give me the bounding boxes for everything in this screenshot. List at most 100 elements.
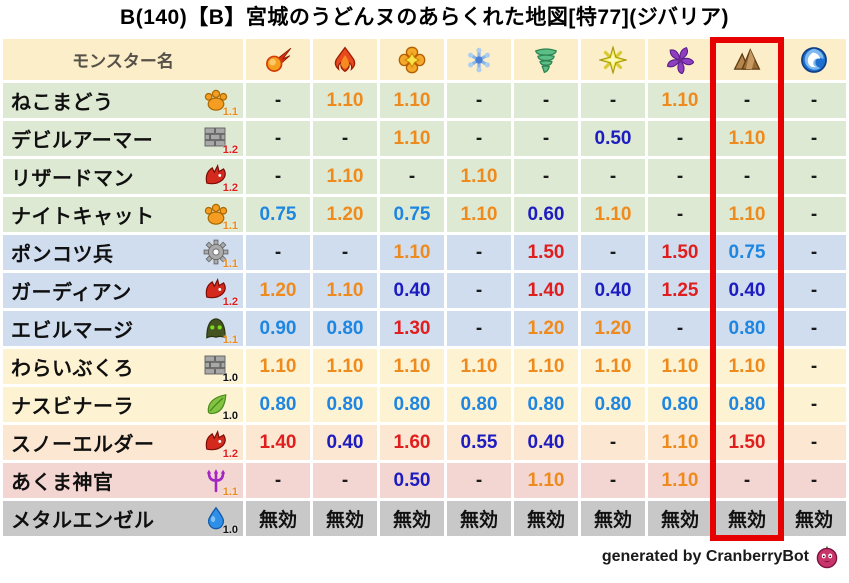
resistance-value-cell: 1.10 xyxy=(514,463,578,498)
resistance-value-cell: 無効 xyxy=(246,501,310,536)
trident-icon: 1.1 xyxy=(203,466,238,498)
resistance-value-cell: - xyxy=(715,159,779,194)
resistance-value-cell: - xyxy=(246,463,310,498)
resistance-value-cell: - xyxy=(380,159,444,194)
gear-icon: 1.1 xyxy=(203,238,238,270)
resistance-value-cell: 0.40 xyxy=(514,425,578,460)
family-multiplier: 1.0 xyxy=(222,523,238,536)
resistance-value-cell: - xyxy=(782,83,846,118)
resistance-value-cell: 1.10 xyxy=(514,349,578,384)
fireball-icon xyxy=(246,46,310,74)
resistance-value-cell: 1.20 xyxy=(246,273,310,308)
monster-name-cell: ナイトキャット 1.1 xyxy=(3,197,243,232)
resistance-value-cell: 0.40 xyxy=(581,273,645,308)
resistance-value-cell: - xyxy=(447,311,511,346)
family-multiplier: 1.1 xyxy=(222,333,238,346)
resistance-value-cell: - xyxy=(782,235,846,270)
monster-name: わらいぶくろ xyxy=(11,358,134,380)
resistance-value-cell: 無効 xyxy=(514,501,578,536)
table-row: デビルアーマー 1.2- -1.10- -0.50-1.10- xyxy=(3,121,846,156)
family-multiplier: 1.1 xyxy=(222,257,238,270)
resistance-value-cell: - xyxy=(782,121,846,156)
resistance-value-cell: 1.10 xyxy=(380,235,444,270)
resistance-value-cell: - xyxy=(782,273,846,308)
resistance-value-cell: 無効 xyxy=(380,501,444,536)
page-title: B(140)【B】宮城のうどんヌのあらくれた地図[特77](ジバリア) xyxy=(120,6,729,29)
resistance-value-cell: - xyxy=(246,83,310,118)
hood-icon: 1.1 xyxy=(203,314,238,346)
resistance-value-cell: 無効 xyxy=(715,501,779,536)
flame-icon xyxy=(313,46,377,74)
element-column-header-pinwheel-icon xyxy=(648,39,712,80)
monster-name-cell: ナスビナーラ 1.0 xyxy=(3,387,243,422)
resistance-value-cell: - xyxy=(514,159,578,194)
resistance-value-cell: 1.10 xyxy=(313,83,377,118)
tornado-icon xyxy=(514,46,578,74)
leaf-icon: 1.0 xyxy=(203,390,238,422)
resistance-value-cell: 0.80 xyxy=(246,387,310,422)
resistance-value-cell: 0.80 xyxy=(514,387,578,422)
table-row: スノーエルダー 1.2 1.40 0.40 1.60 0.55 0.40-1.10 1.50- xyxy=(3,425,846,460)
resistance-value-cell: - xyxy=(514,83,578,118)
paw-icon: 1.1 xyxy=(203,86,238,118)
resistance-value-cell: 1.30 xyxy=(380,311,444,346)
resistance-value-cell: 1.10 xyxy=(246,349,310,384)
resistance-value-cell: 0.40 xyxy=(715,273,779,308)
resistance-value-cell: - xyxy=(313,235,377,270)
resistance-value-cell: 0.90 xyxy=(246,311,310,346)
resistance-value-cell: 無効 xyxy=(782,501,846,536)
monster-resistance-table: モンスター名 ねこまどう 1.1-1.10 1.10- - -1.10- - デビルアーマー… xyxy=(0,36,849,539)
element-column-header-rock-icon xyxy=(715,39,779,80)
table-row: ポンコツ兵 1.1- -1.10-1.50-1.50 0.75- xyxy=(3,235,846,270)
resistance-value-cell: - xyxy=(648,311,712,346)
credit-text: generated by CranberryBot xyxy=(601,548,809,565)
resistance-value-cell: 1.10 xyxy=(447,197,511,232)
family-multiplier: 1.1 xyxy=(222,485,238,498)
resistance-value-cell: 0.80 xyxy=(447,387,511,422)
cranberry-icon xyxy=(815,545,839,569)
resistance-value-cell: 1.50 xyxy=(514,235,578,270)
monster-name: あくま神官 xyxy=(11,472,114,494)
resistance-value-cell: 1.20 xyxy=(581,311,645,346)
element-column-header-explosion-icon xyxy=(380,39,444,80)
table-row: リザードマン 1.2-1.10-1.10- - - - - xyxy=(3,159,846,194)
explosion-icon xyxy=(380,46,444,74)
resistance-value-cell: - xyxy=(782,463,846,498)
resistance-value-cell: - xyxy=(447,463,511,498)
monster-name-cell: スノーエルダー 1.2 xyxy=(3,425,243,460)
family-multiplier: 1.2 xyxy=(222,295,238,308)
resistance-value-cell: 1.10 xyxy=(648,83,712,118)
resistance-value-cell: - xyxy=(581,463,645,498)
element-column-header-flame-icon xyxy=(313,39,377,80)
resistance-value-cell: 1.10 xyxy=(313,159,377,194)
resistance-value-cell: 1.10 xyxy=(648,349,712,384)
resistance-value-cell: 1.60 xyxy=(380,425,444,460)
monster-name-cell: わらいぶくろ 1.0 xyxy=(3,349,243,384)
resistance-value-cell: 1.40 xyxy=(246,425,310,460)
paw-icon: 1.1 xyxy=(203,200,238,232)
resistance-value-cell: - xyxy=(782,387,846,422)
resistance-value-cell: 0.50 xyxy=(380,463,444,498)
monster-name: ナイトキャット xyxy=(11,206,155,228)
element-column-header-snowflake-icon xyxy=(447,39,511,80)
table-row: ナスビナーラ 1.0 0.80 0.80 0.80 0.80 0.80 0.80 0.80 0.8… xyxy=(3,387,846,422)
resistance-value-cell: 1.50 xyxy=(715,425,779,460)
resistance-value-cell: 0.80 xyxy=(380,387,444,422)
resistance-value-cell: - xyxy=(246,159,310,194)
family-multiplier: 1.0 xyxy=(222,371,238,384)
table-body: ねこまどう 1.1-1.10 1.10- - -1.10- - デビルアーマー 1.2- -1.… xyxy=(3,83,846,536)
resistance-value-cell: 無効 xyxy=(581,501,645,536)
resistance-value-cell: 0.50 xyxy=(581,121,645,156)
resistance-value-cell: 1.40 xyxy=(514,273,578,308)
resistance-value-cell: - xyxy=(782,159,846,194)
monster-name: ねこまどう xyxy=(11,92,114,114)
resistance-value-cell: 1.10 xyxy=(380,349,444,384)
slime-icon: 1.0 xyxy=(203,504,238,536)
resistance-value-cell: - xyxy=(447,83,511,118)
element-column-header-wave-icon xyxy=(782,39,846,80)
resistance-value-cell: - xyxy=(581,83,645,118)
resistance-value-cell: - xyxy=(782,311,846,346)
resistance-value-cell: 0.75 xyxy=(380,197,444,232)
header-row: モンスター名 xyxy=(3,39,846,80)
